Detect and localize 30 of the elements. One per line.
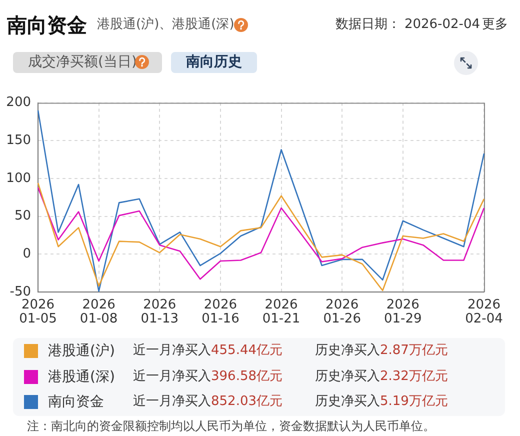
y-tick-label: 100	[6, 170, 31, 186]
text: 近一月净买入852.03亿元	[133, 394, 282, 409]
chart-title: 南向资金	[7, 12, 87, 38]
tab[interactable]: 南向历史	[171, 52, 257, 73]
tab[interactable]: 成交净买额(当日)	[13, 52, 162, 73]
y-tick-label: 50	[14, 208, 31, 224]
text: 数据日期： 2026-02-04	[335, 16, 480, 34]
x-tick-label: 2026 01-21	[262, 297, 300, 326]
x-tick-label: 2026 01-16	[202, 297, 240, 326]
text: 更多	[482, 16, 508, 34]
chart-subtitle: 港股通(沪)、港股通(深)	[97, 16, 234, 34]
y-tick-label: 200	[6, 95, 31, 110]
text: 近一月净买入455.44亿元	[133, 343, 282, 358]
x-tick-label: 2026 01-26	[323, 297, 361, 326]
text: 历史净买入2.32万亿元	[315, 368, 448, 384]
legend-label: 港股通(深)	[48, 368, 115, 386]
y-tick-label: 150	[6, 133, 31, 148]
text: 历史净买入5.19万亿元	[315, 394, 448, 409]
text: 历史净买入2.87万亿元	[315, 343, 448, 358]
x-tick-label: 2026 01-29	[384, 297, 422, 326]
legend-label: 南向资金	[48, 393, 104, 411]
y-tick-label: 0	[22, 246, 31, 262]
x-tick-label: 2026 01-08	[80, 297, 118, 326]
text: 近一月净买入396.58亿元	[133, 368, 282, 384]
legend-label: 港股通(沪)	[48, 342, 115, 360]
x-tick-label: 2026 02-04	[465, 297, 503, 326]
text: 注：南北向的资金限额控制均以人民币为单位，资金数据默认为人民币单位。	[27, 418, 435, 434]
x-tick-label: 2026 01-05	[19, 297, 57, 326]
y-tick-label: -50	[10, 284, 31, 300]
x-tick-label: 2026 01-13	[140, 297, 179, 326]
